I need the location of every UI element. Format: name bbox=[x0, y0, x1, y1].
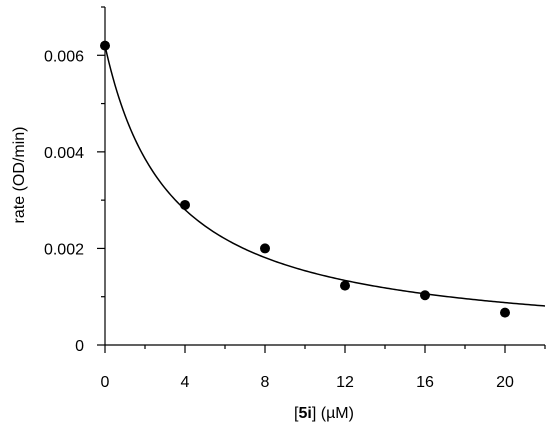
x-axis-title-compound: 5i bbox=[299, 405, 312, 422]
ticks bbox=[97, 6, 546, 353]
x-axis-title: [5i] (µM) bbox=[294, 405, 354, 422]
x-axis-title-prefix: [ bbox=[294, 405, 299, 422]
data-point bbox=[100, 40, 110, 51]
y-tick-label: 0.004 bbox=[44, 145, 84, 162]
fit-curve bbox=[104, 45, 546, 307]
x-tick-label: 16 bbox=[416, 374, 434, 391]
x-tick-label: 4 bbox=[181, 374, 190, 391]
axes bbox=[104, 7, 545, 346]
x-tick-label: 20 bbox=[496, 374, 514, 391]
data-points bbox=[100, 40, 510, 318]
data-point bbox=[500, 307, 510, 318]
y-tick-label: 0.002 bbox=[44, 241, 84, 258]
x-axis-title-suffix: ] (µM) bbox=[312, 405, 354, 422]
y-tick-label: 0 bbox=[75, 338, 84, 355]
tick-labels: 0 4 8 12 16 20 0 0.002 0.004 0.006 bbox=[44, 48, 514, 391]
data-point bbox=[340, 280, 350, 291]
fit-layer bbox=[104, 45, 546, 307]
data-point bbox=[260, 243, 270, 254]
x-tick-label: 12 bbox=[336, 374, 354, 391]
x-tick-label: 0 bbox=[101, 374, 110, 391]
y-tick-label: 0.006 bbox=[44, 48, 84, 65]
data-point bbox=[180, 199, 190, 210]
y-axis-title: rate (OD/min) bbox=[11, 127, 28, 224]
data-point bbox=[420, 290, 430, 301]
x-tick-label: 8 bbox=[261, 374, 270, 391]
